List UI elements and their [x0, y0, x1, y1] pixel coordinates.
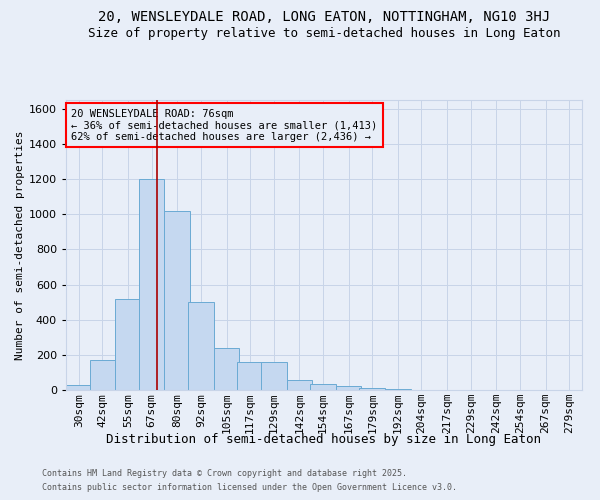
Text: Contains HM Land Registry data © Crown copyright and database right 2025.: Contains HM Land Registry data © Crown c… [42, 468, 407, 477]
Bar [164, 210, 190, 390]
Bar [89, 360, 115, 390]
Bar [359, 388, 385, 390]
Bar [115, 298, 141, 390]
Text: Contains public sector information licensed under the Open Government Licence v3: Contains public sector information licen… [42, 484, 457, 492]
Text: 20 WENSLEYDALE ROAD: 76sqm
← 36% of semi-detached houses are smaller (1,413)
62%: 20 WENSLEYDALE ROAD: 76sqm ← 36% of semi… [71, 108, 377, 142]
Bar [66, 384, 92, 390]
Text: Distribution of semi-detached houses by size in Long Eaton: Distribution of semi-detached houses by … [107, 432, 542, 446]
Bar [139, 179, 164, 390]
Text: 20, WENSLEYDALE ROAD, LONG EATON, NOTTINGHAM, NG10 3HJ: 20, WENSLEYDALE ROAD, LONG EATON, NOTTIN… [98, 10, 550, 24]
Y-axis label: Number of semi-detached properties: Number of semi-detached properties [14, 130, 25, 360]
Bar [188, 302, 214, 390]
Bar [336, 386, 361, 390]
Bar [214, 348, 239, 390]
Bar [287, 380, 312, 390]
Text: Size of property relative to semi-detached houses in Long Eaton: Size of property relative to semi-detach… [88, 28, 560, 40]
Bar [238, 362, 263, 390]
Bar [385, 389, 410, 390]
Bar [261, 362, 287, 390]
Bar [310, 384, 336, 390]
